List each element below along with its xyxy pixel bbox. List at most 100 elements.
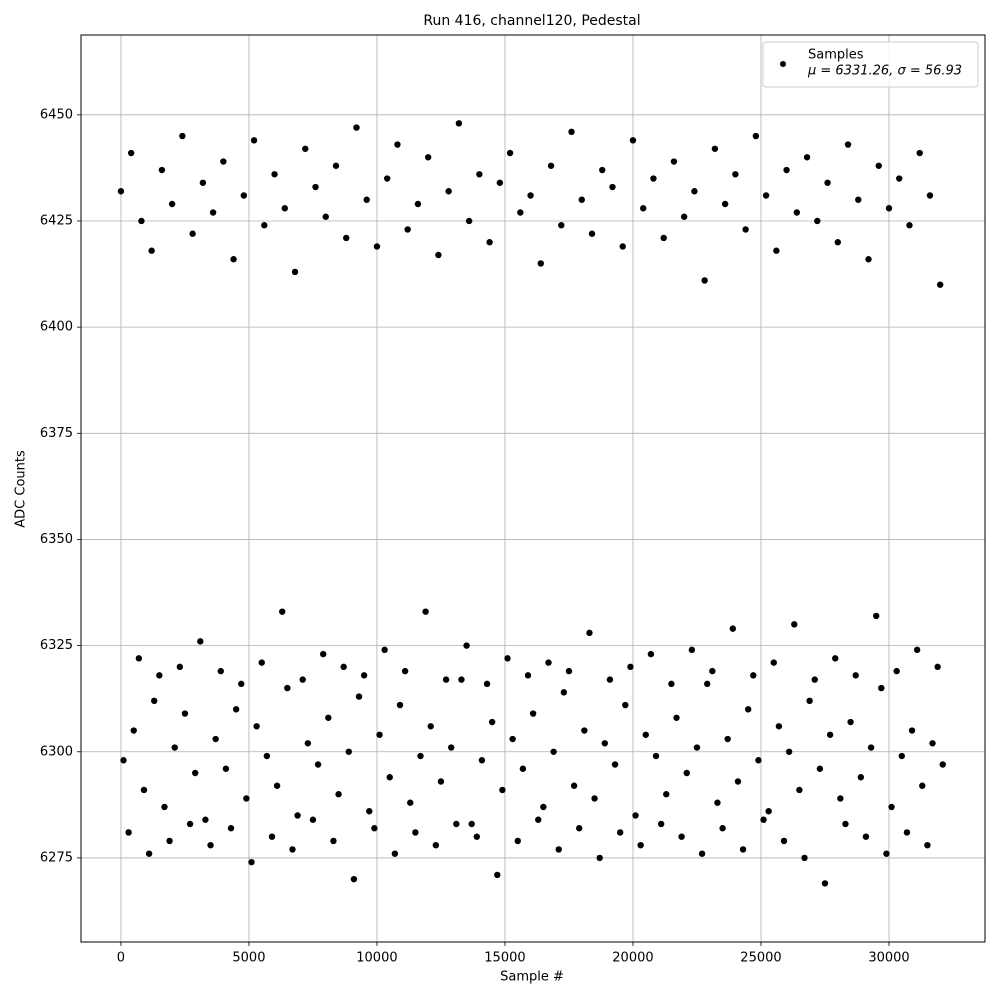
point [693,744,701,751]
point [207,841,214,849]
point [545,659,552,666]
point [814,217,821,225]
point [670,158,678,165]
point [588,230,596,237]
point [458,676,465,683]
point [898,752,905,760]
point [555,846,562,853]
point [883,850,890,857]
y-tick-label: 6325 [40,638,73,653]
point [704,680,711,688]
point [591,795,598,802]
point [191,769,199,777]
point [862,833,870,840]
points-layer [117,120,946,887]
point [929,740,936,747]
point [711,145,719,152]
point [529,710,537,717]
point [683,769,690,777]
point [637,841,644,849]
point [678,833,685,840]
point [765,808,772,815]
point [427,723,434,730]
point [468,820,475,828]
point [394,141,401,148]
point [448,744,455,751]
point [345,748,352,755]
point [744,706,752,713]
point [770,659,777,666]
point [599,166,606,174]
point [435,251,442,259]
axes-frame [80,34,986,943]
point [535,816,542,823]
legend: Samples μ = 6331.26, σ = 56.93 [762,41,979,88]
point [391,850,399,857]
point [335,791,342,798]
point [924,841,931,849]
point [709,667,716,675]
point [309,816,317,823]
point [222,765,230,772]
point [760,816,767,823]
point [680,213,688,220]
point [125,829,132,836]
x-tick-label: 15000 [484,951,525,966]
point [496,179,504,186]
point [494,871,501,879]
point [453,820,460,828]
point [158,166,166,174]
point [657,820,665,828]
point [906,222,913,229]
point [424,154,432,161]
point [363,196,370,203]
point [729,625,737,632]
point [135,655,143,662]
point [806,697,813,705]
point [519,765,527,772]
point [527,192,534,199]
point [867,744,875,751]
point [322,213,329,220]
point [202,816,209,823]
point [632,812,639,819]
point [230,256,237,263]
point [161,803,168,811]
x-tick-label: 10000 [356,951,397,966]
point [875,162,882,169]
point [199,179,207,186]
legend-label: Samples [808,48,864,63]
point [857,774,865,781]
point [186,820,194,828]
point [719,825,726,832]
point [289,846,296,853]
point [568,128,575,136]
point [844,141,852,148]
point [445,188,452,195]
point [650,175,657,182]
point [627,663,634,671]
y-tick-label: 6300 [40,744,73,759]
x-axis-label: Sample # [500,970,564,985]
point [442,676,450,683]
point [227,825,235,832]
legend-note: μ = 6331.26, σ = 56.93 [807,64,962,79]
y-tick-label: 6375 [40,426,73,441]
point [847,718,854,726]
point [581,727,588,734]
point [570,782,578,789]
point [606,676,614,683]
point [640,205,647,212]
point [622,701,629,709]
point [140,786,148,794]
point [913,646,921,654]
point [371,825,378,832]
point [299,676,306,683]
point [688,646,696,654]
point [775,723,783,730]
point [514,837,521,845]
point [478,757,486,764]
point [939,761,946,768]
point [578,196,585,203]
point [248,858,255,866]
